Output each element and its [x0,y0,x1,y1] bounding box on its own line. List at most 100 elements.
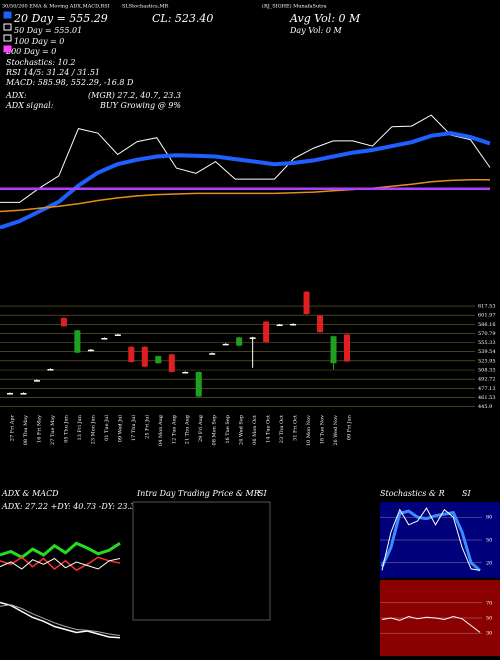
candle-body [7,393,13,395]
y-tick-label: 617.53 [478,304,496,310]
chart-subtitle: SLStochastics,MR [122,4,168,10]
legend-swatch [3,34,12,42]
candle-body [344,334,350,362]
x-tick-label: 23 Mon Jun [90,414,96,444]
candle-body [182,371,189,374]
panel-title: Intra Day Trading Price & MR [136,489,260,498]
y-tick-label: 555.33 [478,340,496,346]
candle-body [263,321,270,343]
annotation: CL: 523.40 [152,12,213,25]
x-tick-label: 27 Tue May [50,415,56,445]
x-tick-label: 10 Mon Nov [306,415,312,446]
annotation: 200 Day = 0 [5,47,56,56]
chart-title: 30/50/200 EMA & Moving ADX,MACD,RSI [2,4,110,10]
y-tick-label: 601.97 [478,313,496,319]
x-tick-label: 05 Thu Jun [63,414,69,443]
y-tick-label: 445.9 [478,404,492,410]
y-tick-label: 30 [486,631,492,637]
series-line [381,615,481,633]
y-tick-label: 461.53 [478,395,496,401]
panel-subtitle: SI [258,489,267,498]
x-tick-label: 16 Tue Sep [225,415,231,444]
panel-title: ADX & MACD [1,489,59,498]
candle-body [195,371,202,397]
candle-body [168,354,175,372]
annotation: (MGR) 27.2, 40.7, 23.3 [88,91,181,100]
y-tick-label: 508.33 [478,368,496,374]
candle-body [33,380,40,382]
y-tick-label: 523.95 [478,358,496,364]
x-tick-label: 23 Thu Oct [279,415,285,443]
legend-swatch [3,45,12,53]
legend-swatch [3,23,12,31]
candle-body [155,356,162,364]
source: (RJ_SIGHE) MunafaSutra [262,3,327,10]
candle-body [87,349,94,352]
x-tick-label: 17 Thu Jul [131,415,137,442]
series-line [0,604,121,636]
candle-body [114,334,121,336]
x-tick-label: 18 Tue Nov [320,415,326,444]
candle-body [330,336,337,364]
candle-body [74,330,81,353]
candle-body [47,369,54,371]
candle-body [303,291,310,314]
candle-body [60,318,67,327]
x-tick-label: 25 Fri Jul [144,415,150,439]
y-tick-label: 477.13 [478,386,496,392]
y-tick-label: 50 [486,538,492,544]
series-line [0,179,490,213]
y-tick-label: 20 [486,560,492,566]
x-tick-label: 27 Fri Apr [10,414,16,441]
candle-body [290,323,297,326]
panel-title: Stochastics & R [380,489,445,498]
candle-body [249,337,256,339]
y-tick-label: 70 [486,600,492,606]
candle-body [141,346,148,367]
y-tick-label: 586.16 [478,322,496,328]
x-tick-label: 12 Tue Aug [171,414,177,444]
x-tick-label: 13 Fri Jun [77,414,83,440]
panel-subtitle: SI [462,489,471,498]
x-tick-label: 09 Fri Jan [347,414,353,440]
series-line [0,556,121,572]
candle-body [276,324,283,327]
series-line [0,541,121,560]
annotation: 100 Day = 0 [14,37,64,46]
annotation: BUY Growing @ 9% [99,101,181,110]
y-tick-label: 80 [486,515,492,521]
y-tick-label: 50 [486,616,492,622]
candle-body [20,393,27,395]
candle-body [317,315,324,333]
x-tick-label: 16 Fri May [36,415,42,443]
x-tick-label: 21 Thu Aug [185,414,191,444]
x-tick-label: 31 Fri Oct [293,415,299,441]
x-tick-label: 24 Wed Sep [239,415,245,445]
annotation: MACD: 585.98, 552.29, -16.8 D [5,78,134,87]
x-tick-label: 29 Fri Aug [198,414,204,442]
annotation: Avg Vol: 0 M [289,12,361,25]
x-tick-label: 08 Mon Sep [212,415,218,445]
panel-subtitle: ADX: 27.22 +DY: 40.73 -DY: 23.3 [1,502,135,511]
x-tick-label: 14 Tue Oct [266,415,272,443]
annotation: RSI 14/5: 31.24 / 31.51 [5,68,100,77]
x-tick-label: 01 Tue Jul [104,415,110,441]
series-line [0,131,491,230]
y-tick-label: 492.72 [478,377,496,383]
series-line [0,557,121,570]
y-tick-label: 570.79 [478,331,496,337]
legend-swatch [3,11,12,19]
candle-body [128,346,135,362]
annotation: Day Vol: 0 M [289,26,343,35]
x-tick-label: 04 Mon Aug [158,414,164,446]
annotation: 20 Day = 555.29 [13,12,108,25]
x-tick-label: 06 Mon Oct [252,415,258,445]
annotation: 50 Day = 555.01 [14,26,82,35]
candle-body [222,343,229,346]
series-line [381,507,481,571]
series-line [0,601,121,639]
annotation: ADX signal: [5,101,54,110]
series-line [0,114,491,203]
y-tick-label: 539.54 [478,349,496,355]
